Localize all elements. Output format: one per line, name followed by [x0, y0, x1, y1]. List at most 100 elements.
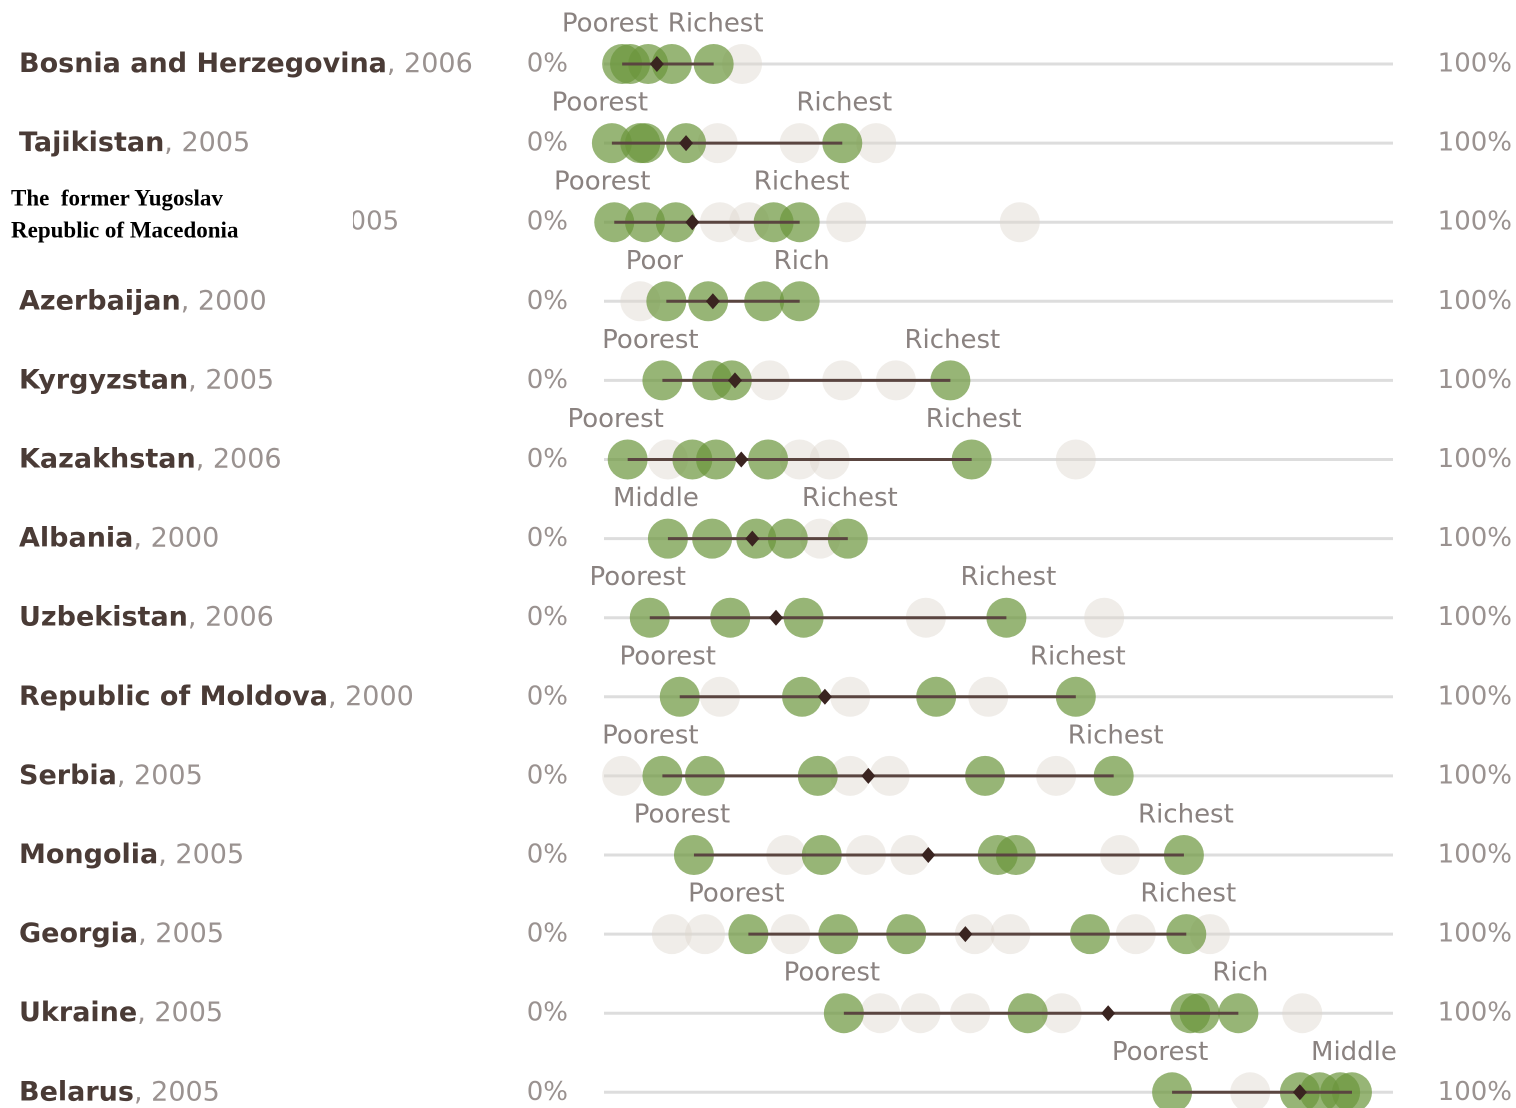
- year-label: , 2005: [188, 364, 274, 395]
- year-label: , 2005: [117, 759, 203, 790]
- row-label: Albania, 2000: [19, 522, 219, 553]
- x-tick-label: 100%: [1438, 602, 1512, 632]
- x-tick-label: 0%: [527, 128, 568, 158]
- x-tick-label: 0%: [527, 444, 568, 474]
- x-tick-label: 0%: [527, 286, 568, 316]
- high-label: Richest: [754, 167, 850, 197]
- year-label: , 2006: [387, 48, 473, 79]
- row-label: Azerbaijan, 2000: [19, 285, 267, 316]
- row-label: Georgia, 2005: [19, 918, 224, 949]
- mean-marker: [1101, 1005, 1116, 1022]
- low-label: Poorest: [634, 800, 730, 830]
- x-tick-label: 0%: [527, 919, 568, 949]
- mean-marker: [705, 293, 720, 310]
- x-tick-label: 100%: [1438, 1077, 1512, 1107]
- label-bg: [8, 182, 353, 259]
- x-tick-label: 0%: [527, 523, 568, 553]
- x-tick-label: 100%: [1438, 760, 1512, 790]
- mean-marker: [679, 135, 694, 152]
- group-dot: [684, 914, 725, 955]
- country-label: Serbia: [19, 759, 117, 790]
- mean-marker: [958, 926, 973, 943]
- year-label: , 2005: [134, 1076, 220, 1107]
- year-label: , 2006: [188, 601, 274, 632]
- high-label: Richest: [1140, 879, 1236, 909]
- country-label: Kazakhstan: [19, 443, 196, 474]
- quintile-dot: [1152, 1072, 1193, 1108]
- country-label: Azerbaijan: [19, 285, 181, 316]
- x-tick-label: 100%: [1438, 49, 1512, 79]
- group-dot: [1084, 597, 1125, 638]
- row-label: Belarus, 2005: [19, 1076, 220, 1107]
- country-label: Ukraine: [19, 997, 137, 1028]
- year-label: , 2005: [158, 839, 244, 870]
- country-label: Republic of Moldova: [19, 680, 328, 711]
- high-label: Richest: [1030, 641, 1126, 671]
- low-label: Poorest: [552, 88, 648, 118]
- low-label: Poorest: [688, 879, 784, 909]
- x-tick-label: 0%: [527, 760, 568, 790]
- x-tick-label: 100%: [1438, 523, 1512, 553]
- country-label: Belarus: [19, 1076, 134, 1107]
- country-label: Mongolia: [19, 839, 158, 870]
- x-tick-label: 100%: [1438, 207, 1512, 237]
- group-dot: [722, 44, 763, 84]
- year-label: , 2000: [133, 522, 219, 553]
- low-label: Poor: [626, 246, 684, 276]
- mean-marker: [861, 767, 876, 784]
- year-label: , 2005: [137, 997, 223, 1028]
- high-label: Richest: [1138, 800, 1234, 830]
- x-tick-label: 100%: [1438, 128, 1512, 158]
- country-label: Tajikistan: [19, 127, 164, 158]
- low-label: Poorest: [590, 562, 686, 592]
- country-label: Bosnia and Herzegovina: [19, 48, 387, 79]
- row-label: Bosnia and Herzegovina, 2006: [19, 48, 473, 79]
- group-dot: [999, 202, 1040, 243]
- low-label: Poorest: [1112, 1037, 1208, 1067]
- mean-marker: [1292, 1084, 1307, 1101]
- country-label: Georgia: [19, 918, 138, 949]
- high-label: Rich: [774, 246, 830, 276]
- country-label: Kyrgyzstan: [19, 364, 188, 395]
- row-label: Ukraine, 2005: [19, 997, 223, 1028]
- x-tick-label: 0%: [527, 681, 568, 711]
- high-label: Rich: [1212, 958, 1268, 988]
- x-tick-label: 100%: [1438, 998, 1512, 1028]
- low-label: Middle: [613, 483, 699, 513]
- mean-marker: [817, 688, 832, 705]
- x-tick-label: 100%: [1438, 365, 1512, 395]
- x-tick-label: 0%: [527, 207, 568, 237]
- mean-marker: [769, 609, 784, 626]
- high-label: Richest: [926, 404, 1022, 434]
- row-label: Tajikistan, 2005: [19, 127, 250, 158]
- low-label: Poorest: [554, 167, 650, 197]
- year-label: , 2000: [328, 680, 414, 711]
- high-label: Richest: [802, 483, 898, 513]
- group-dot: [651, 914, 692, 955]
- row-label: Kazakhstan, 2006: [19, 443, 282, 474]
- row-label: Republic of Moldova, 2000: [19, 680, 414, 711]
- x-tick-label: 0%: [527, 602, 568, 632]
- year-label: , 2005: [138, 918, 224, 949]
- group-dot: [1055, 439, 1096, 480]
- high-label: Richest: [668, 9, 764, 39]
- x-tick-label: 100%: [1438, 840, 1512, 870]
- high-label: Richest: [796, 88, 892, 118]
- x-tick-label: 100%: [1438, 681, 1512, 711]
- low-label: Poorest: [602, 325, 698, 355]
- low-label: Poorest: [562, 9, 658, 39]
- quintile-dot: [1331, 1072, 1372, 1108]
- x-tick-label: 0%: [527, 998, 568, 1028]
- row-label: Kyrgyzstan, 2005: [19, 364, 274, 395]
- row-label: Uzbekistan, 2006: [19, 601, 274, 632]
- group-dot: [1230, 1072, 1271, 1108]
- year-label: , 2005: [164, 127, 250, 158]
- high-label: Richest: [904, 325, 1000, 355]
- country-label: Republic of Macedonia: [11, 217, 239, 242]
- x-tick-label: 0%: [527, 49, 568, 79]
- low-label: Poorest: [784, 958, 880, 988]
- x-tick-label: 0%: [527, 1077, 568, 1107]
- x-tick-label: 0%: [527, 840, 568, 870]
- x-tick-label: 100%: [1438, 919, 1512, 949]
- group-dot: [856, 123, 897, 164]
